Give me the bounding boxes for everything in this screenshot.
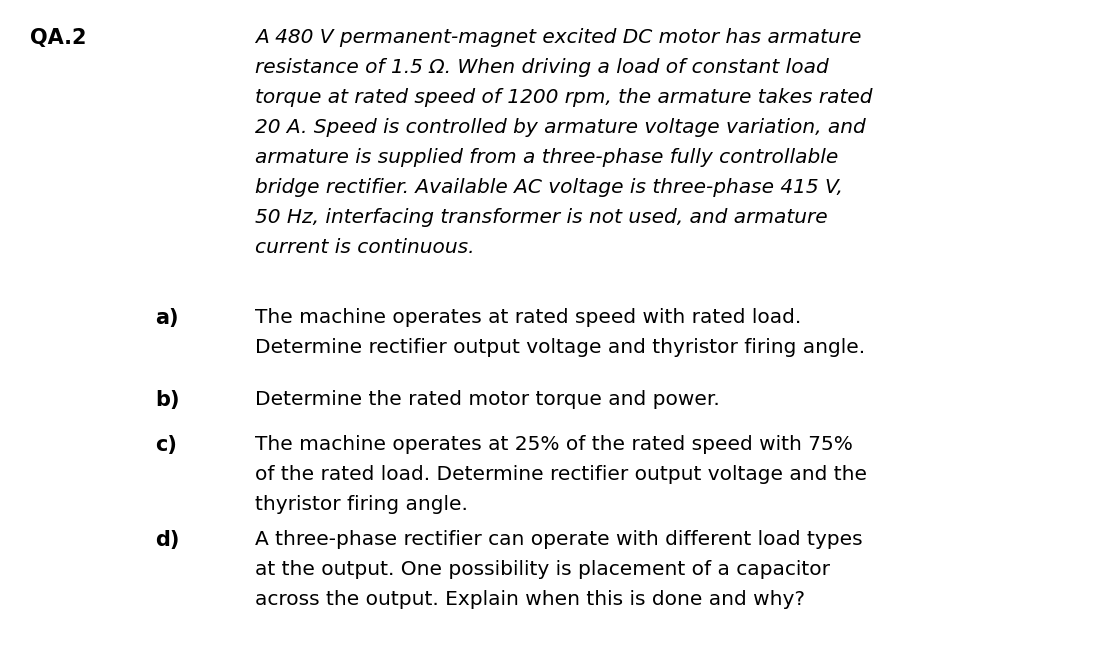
Text: The machine operates at rated speed with rated load.: The machine operates at rated speed with… (255, 308, 801, 327)
Text: 20 A. Speed is controlled by armature voltage variation, and: 20 A. Speed is controlled by armature vo… (255, 118, 866, 137)
Text: thyristor firing angle.: thyristor firing angle. (255, 495, 468, 514)
Text: QA.2: QA.2 (30, 28, 87, 48)
Text: a): a) (155, 308, 179, 328)
Text: 50 Hz, interfacing transformer is not used, and armature: 50 Hz, interfacing transformer is not us… (255, 208, 827, 227)
Text: bridge rectifier. Available AC voltage is three-phase 415 V,: bridge rectifier. Available AC voltage i… (255, 178, 842, 197)
Text: b): b) (155, 390, 180, 410)
Text: armature is supplied from a three-phase fully controllable: armature is supplied from a three-phase … (255, 148, 838, 167)
Text: across the output. Explain when this is done and why?: across the output. Explain when this is … (255, 590, 805, 609)
Text: Determine rectifier output voltage and thyristor firing angle.: Determine rectifier output voltage and t… (255, 338, 866, 357)
Text: d): d) (155, 530, 180, 550)
Text: of the rated load. Determine rectifier output voltage and the: of the rated load. Determine rectifier o… (255, 465, 867, 484)
Text: at the output. One possibility is placement of a capacitor: at the output. One possibility is placem… (255, 560, 830, 579)
Text: torque at rated speed of 1200 rpm, the armature takes rated: torque at rated speed of 1200 rpm, the a… (255, 88, 872, 107)
Text: resistance of 1.5 Ω. When driving a load of constant load: resistance of 1.5 Ω. When driving a load… (255, 58, 828, 77)
Text: current is continuous.: current is continuous. (255, 238, 475, 257)
Text: A three-phase rectifier can operate with different load types: A three-phase rectifier can operate with… (255, 530, 862, 549)
Text: Determine the rated motor torque and power.: Determine the rated motor torque and pow… (255, 390, 720, 409)
Text: The machine operates at 25% of the rated speed with 75%: The machine operates at 25% of the rated… (255, 435, 852, 454)
Text: c): c) (155, 435, 177, 455)
Text: A 480 V permanent-magnet excited DC motor has armature: A 480 V permanent-magnet excited DC moto… (255, 28, 861, 47)
